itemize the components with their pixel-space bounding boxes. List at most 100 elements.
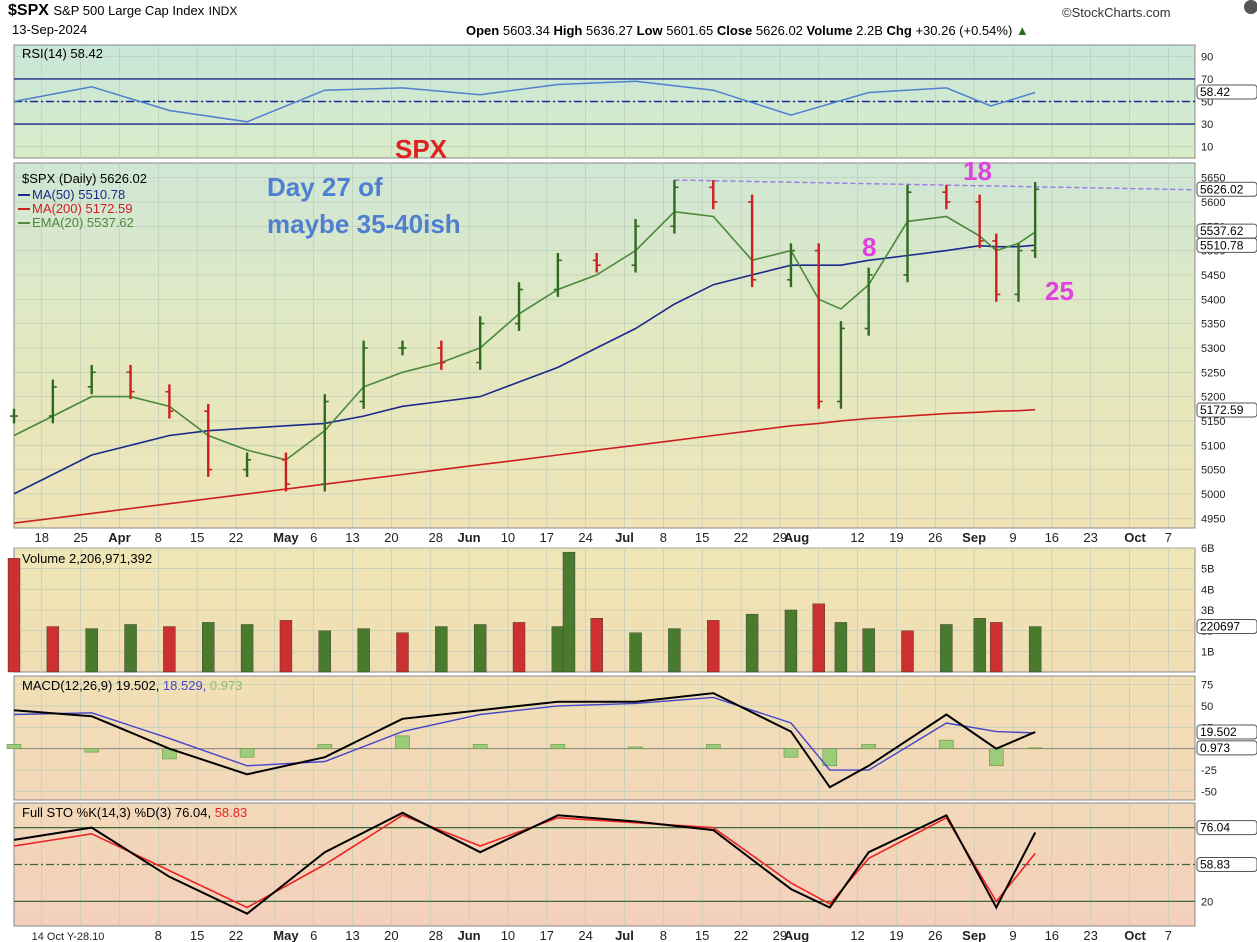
x-tick-price: May xyxy=(273,530,299,545)
x-tick-sto: 22 xyxy=(734,928,748,942)
macd-hist-bar xyxy=(6,744,22,749)
x-tick-price: Jul xyxy=(615,530,634,545)
x-tick-sto: 9 xyxy=(1009,928,1016,942)
volume-label: Volume 2,206,971,392 xyxy=(22,551,152,566)
tick-sto: 20 xyxy=(1201,896,1213,908)
x-tick-sto: 8 xyxy=(660,928,667,942)
low-value: 5601.65 xyxy=(666,23,714,38)
sto-d-value: 58.83 xyxy=(215,805,248,820)
tick-price: 5150 xyxy=(1201,416,1225,428)
tick-price: 5300 xyxy=(1201,343,1225,355)
tick-rsi: 90 xyxy=(1201,51,1213,63)
volume-bar xyxy=(862,628,875,673)
chart-date: 13-Sep-2024 xyxy=(12,22,88,37)
macd-hist-value: 0.973 xyxy=(210,678,243,693)
price-tag-ma200-box xyxy=(1196,402,1257,418)
x-tick-price: 26 xyxy=(928,530,942,545)
tick-rsi: 50 xyxy=(1201,97,1213,109)
x-tick-sto: 20 xyxy=(384,928,398,942)
volume-bar xyxy=(163,626,176,673)
volume-bar xyxy=(318,630,331,673)
tick-volume: 6B xyxy=(1201,543,1214,555)
volume-bar xyxy=(590,618,603,673)
volume-bar xyxy=(240,624,254,673)
sto-k-tag-box xyxy=(1196,820,1257,836)
macd-label: MACD(12,26,9) 19.502, 18.529, 0.973 xyxy=(22,678,242,693)
x-tick-price: 16 xyxy=(1045,530,1059,545)
tick-macd: -50 xyxy=(1201,786,1217,798)
tick-price: 4950 xyxy=(1201,513,1225,525)
index-name: S&P 500 Large Cap Index xyxy=(53,3,205,18)
low-label: Low xyxy=(636,23,663,38)
annotation-maybe: maybe 35-40ish xyxy=(267,209,461,239)
volume-bar xyxy=(279,620,293,673)
volume-bar xyxy=(473,624,487,673)
open-value: 5603.34 xyxy=(502,23,550,38)
x-tick-price: 9 xyxy=(1009,530,1016,545)
x-tick-price: 15 xyxy=(695,530,709,545)
sto-title: Full STO %K(14,3) %D(3) xyxy=(22,805,175,820)
close-label: Close xyxy=(716,23,753,38)
x-tick-price: 18 xyxy=(35,530,49,545)
macd-signal-value: 18.529, xyxy=(163,678,210,693)
annotation-spx: SPX xyxy=(395,134,448,164)
macd-value: 19.502, xyxy=(116,678,163,693)
volume-bar xyxy=(629,632,642,673)
x-tick-sto: 12 xyxy=(850,928,864,942)
x-tick-price: 8 xyxy=(155,530,162,545)
x-tick-sto: Jun xyxy=(458,928,481,942)
x-tick-price: 6 xyxy=(310,530,317,545)
line-ma200 xyxy=(13,408,1036,524)
volume-bar xyxy=(46,626,60,673)
price-tag-ma50-box xyxy=(1196,237,1257,253)
annotation-18: 18 xyxy=(963,156,992,186)
volume-bar xyxy=(812,603,825,673)
volume-bar xyxy=(435,626,448,673)
x-tick-price: 22 xyxy=(734,530,748,545)
x-tick-sto: 26 xyxy=(928,928,942,942)
price-tag-ma200: 5172.59 xyxy=(1200,403,1244,417)
tick-price: 5600 xyxy=(1201,197,1225,209)
x-tick-sto: May xyxy=(273,928,299,942)
tick-price: 5650 xyxy=(1201,173,1225,185)
volume-bar xyxy=(357,628,370,673)
macd-tag-box xyxy=(1196,724,1257,740)
macd-hist-bar xyxy=(317,744,333,749)
panel-macd xyxy=(13,675,1196,801)
x-tick-sto: 23 xyxy=(1083,928,1097,942)
x-tick-price: Jun xyxy=(458,530,481,545)
tick-rsi: 70 xyxy=(1201,74,1213,86)
tick-price: 5100 xyxy=(1201,440,1225,452)
high-label: High xyxy=(553,23,583,38)
tick-price: 5050 xyxy=(1201,465,1225,477)
x-tick-price: 20 xyxy=(384,530,398,545)
tick-macd: -25 xyxy=(1201,765,1217,777)
price-tag-close-box xyxy=(1196,181,1257,197)
macd-hist-bar xyxy=(472,744,488,749)
volume-bar xyxy=(551,626,565,673)
tick-price: 5350 xyxy=(1201,319,1225,331)
volume-bar xyxy=(940,624,953,673)
volume-tag: 220697 xyxy=(1200,620,1240,634)
macd-hist-bar xyxy=(939,739,954,749)
price-label: $SPX (Daily) 5626.02 xyxy=(22,171,147,186)
volume-bar xyxy=(124,624,137,673)
sto-d-line xyxy=(13,814,1036,909)
x-tick-price: 7 xyxy=(1165,530,1172,545)
macd-hist-bar xyxy=(989,748,1004,767)
settings-icon[interactable] xyxy=(1244,0,1257,14)
tick-macd: 50 xyxy=(1201,701,1213,713)
macd-hist-bar xyxy=(550,744,566,749)
volume-bar xyxy=(973,618,986,673)
volume-bar xyxy=(396,632,409,673)
tick-volume: 4B xyxy=(1201,584,1214,596)
x-tick-price: 23 xyxy=(1083,530,1097,545)
macd-hist-bar xyxy=(783,748,799,758)
x-tick-sto: 14 Oct Y-28.10 xyxy=(32,931,105,942)
rsi-tag-box xyxy=(1196,84,1257,100)
price-tag-close: 5626.02 xyxy=(1200,182,1244,196)
x-tick-price: Apr xyxy=(108,530,130,545)
tick-price: 5450 xyxy=(1201,270,1225,282)
x-tick-sto: 15 xyxy=(695,928,709,942)
x-tick-sto: 6 xyxy=(310,928,317,942)
